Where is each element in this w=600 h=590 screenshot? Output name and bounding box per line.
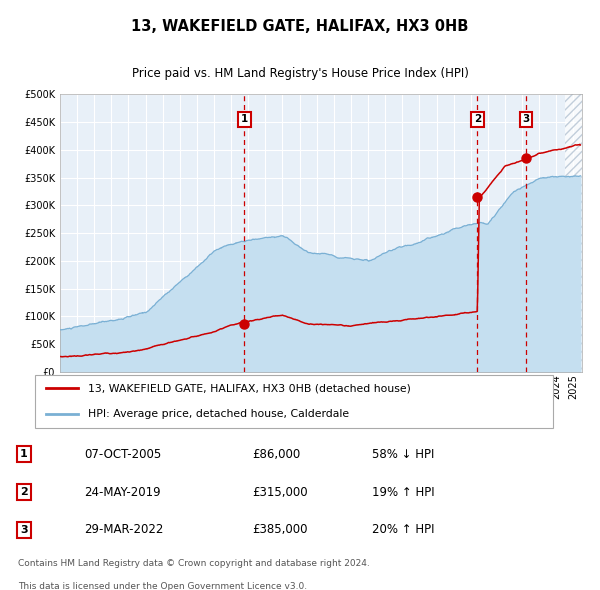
Text: 24-MAY-2019: 24-MAY-2019 bbox=[84, 486, 161, 499]
Text: 13, WAKEFIELD GATE, HALIFAX, HX3 0HB (detached house): 13, WAKEFIELD GATE, HALIFAX, HX3 0HB (de… bbox=[88, 384, 411, 393]
Text: 1: 1 bbox=[241, 114, 248, 124]
Text: £86,000: £86,000 bbox=[252, 448, 300, 461]
Text: 2: 2 bbox=[20, 487, 28, 497]
Text: 1: 1 bbox=[20, 450, 28, 459]
Text: 20% ↑ HPI: 20% ↑ HPI bbox=[372, 523, 434, 536]
Text: Price paid vs. HM Land Registry's House Price Index (HPI): Price paid vs. HM Land Registry's House … bbox=[131, 67, 469, 80]
Text: 19% ↑ HPI: 19% ↑ HPI bbox=[372, 486, 434, 499]
Text: 3: 3 bbox=[20, 525, 28, 535]
Text: 07-OCT-2005: 07-OCT-2005 bbox=[84, 448, 161, 461]
Text: 29-MAR-2022: 29-MAR-2022 bbox=[84, 523, 163, 536]
Text: Contains HM Land Registry data © Crown copyright and database right 2024.: Contains HM Land Registry data © Crown c… bbox=[18, 559, 370, 568]
Bar bbox=[565, 94, 582, 372]
Text: 3: 3 bbox=[523, 114, 530, 124]
Text: £385,000: £385,000 bbox=[252, 523, 308, 536]
Text: 2: 2 bbox=[474, 114, 481, 124]
Text: 13, WAKEFIELD GATE, HALIFAX, HX3 0HB: 13, WAKEFIELD GATE, HALIFAX, HX3 0HB bbox=[131, 19, 469, 34]
Text: This data is licensed under the Open Government Licence v3.0.: This data is licensed under the Open Gov… bbox=[18, 582, 307, 590]
Text: 58% ↓ HPI: 58% ↓ HPI bbox=[372, 448, 434, 461]
FancyBboxPatch shape bbox=[35, 375, 553, 428]
Text: HPI: Average price, detached house, Calderdale: HPI: Average price, detached house, Cald… bbox=[88, 409, 349, 419]
Text: £315,000: £315,000 bbox=[252, 486, 308, 499]
